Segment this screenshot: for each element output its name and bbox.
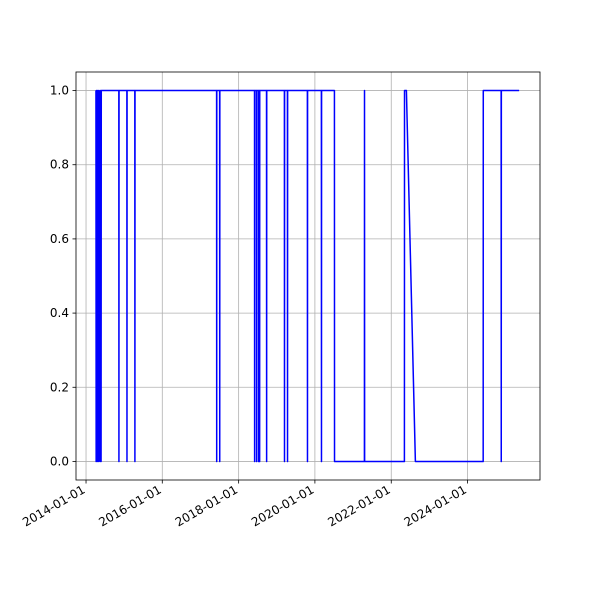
y-tick-label: 0.2	[50, 380, 69, 394]
y-tick-label: 1.0	[50, 84, 69, 98]
y-tick-label: 0.0	[50, 454, 69, 468]
data-line	[95, 89, 520, 463]
x-tick-label: 2020-01-01	[249, 482, 316, 529]
y-tick-label: 0.8	[50, 158, 69, 172]
x-tick-label: 2018-01-01	[173, 482, 240, 529]
y-tick-label: 0.4	[50, 306, 69, 320]
y-tick-label: 0.6	[50, 232, 69, 246]
x-tick-label: 2014-01-01	[20, 482, 87, 529]
x-tick-label: 2022-01-01	[325, 482, 392, 529]
x-tick-label: 2016-01-01	[96, 482, 163, 529]
x-tick-label: 2024-01-01	[402, 482, 469, 529]
axes-frame	[75, 71, 541, 481]
